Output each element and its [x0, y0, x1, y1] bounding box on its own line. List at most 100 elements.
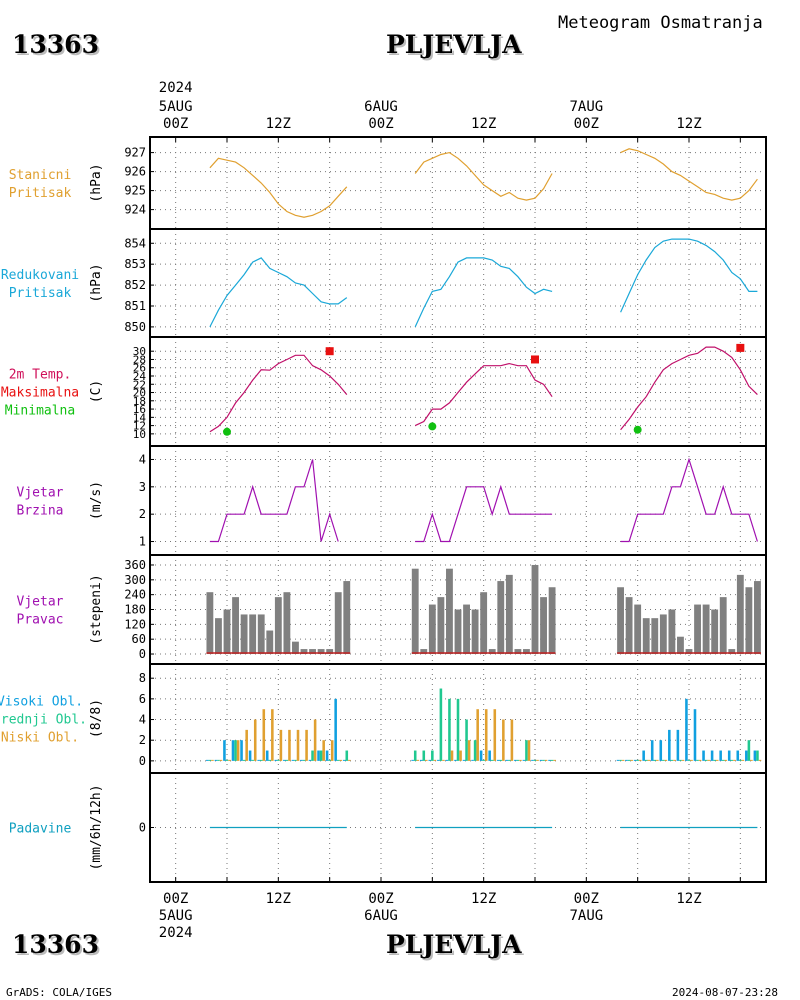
panel-frame — [149, 336, 767, 447]
panel-label: Pritisak — [9, 286, 72, 301]
cloud-bar — [756, 750, 759, 761]
bottom-time-label: 6AUG — [364, 908, 398, 924]
bottom-time-label: 00Z — [368, 891, 393, 907]
cloud-bar — [413, 750, 417, 761]
y-tick-label: 28 — [133, 353, 146, 366]
wind-direction-bar — [317, 649, 325, 655]
wind-direction-bar — [488, 649, 496, 655]
cloud-bar — [662, 759, 665, 761]
wind-direction-bar — [497, 581, 505, 655]
wind-speed-line — [209, 459, 339, 543]
cloud-bar — [656, 759, 659, 761]
cloud-bar — [664, 759, 668, 761]
top-time-label: 12Z — [676, 116, 701, 132]
y-tick-label: 240 — [124, 588, 146, 602]
wind-direction-bar — [471, 609, 479, 655]
cloud-bar — [702, 750, 705, 761]
temp-max-marker — [736, 343, 745, 352]
y-tick-label: 18 — [133, 395, 146, 408]
wind-direction-bar — [215, 618, 222, 655]
panel-label: Vjetar — [17, 595, 64, 610]
wind-direction-bar — [685, 649, 693, 655]
wind-direction-bar — [754, 581, 761, 655]
cloud-bar — [550, 759, 554, 761]
cloud-bar — [479, 750, 483, 761]
wind-direction-bar — [240, 614, 248, 655]
cloud-bar — [490, 759, 494, 761]
wind-direction-bar — [266, 630, 274, 655]
cloud-bar — [330, 740, 334, 761]
wind-direction-bar — [274, 597, 282, 655]
cloud-bar — [300, 759, 303, 761]
cloud-bar — [659, 740, 663, 761]
cloud-bar — [428, 759, 432, 761]
cloud-bar — [502, 719, 505, 761]
panel-label: Padavine — [9, 822, 72, 837]
wind-direction-bar — [437, 597, 445, 655]
bottom-time-label: 12Z — [266, 891, 291, 907]
cloud-bar — [462, 759, 466, 761]
cloud-bar — [445, 759, 449, 761]
cloud-bar — [317, 750, 320, 761]
cloud-bar — [240, 740, 243, 761]
cloud-bar — [525, 740, 528, 761]
cloud-bar — [638, 759, 642, 761]
cloud-bar — [644, 759, 648, 761]
grads-credit: GrADS: COLA/IGES — [6, 986, 112, 999]
unit-label: (mm/6h/12h) — [89, 784, 104, 870]
cloud-bar — [422, 750, 426, 761]
cloud-bar — [425, 759, 428, 761]
y-tick-label: 8 — [139, 671, 146, 685]
cloud-bar — [296, 729, 300, 761]
cloud-bar — [715, 759, 719, 761]
cloud-bar — [653, 759, 657, 761]
cloud-bar — [707, 759, 710, 761]
cloud-bar — [433, 759, 437, 761]
cloud-bar — [268, 759, 272, 761]
top-time-label: 00Z — [368, 116, 393, 132]
cloud-bar — [696, 759, 699, 761]
panel-label: Minimalna — [5, 404, 75, 419]
cloud-bar — [670, 759, 674, 761]
cloud-bar — [219, 759, 223, 761]
cloud-bar — [724, 759, 728, 761]
cloud-bar — [676, 729, 680, 761]
cloud-bar — [704, 759, 708, 761]
cloud-bar — [690, 759, 693, 761]
wind-direction-bar — [283, 592, 291, 655]
cloud-bar — [616, 759, 620, 761]
temp-min-marker — [223, 427, 231, 436]
cloud-bar — [625, 759, 628, 761]
panel-frame — [149, 228, 767, 338]
panel-frame — [149, 772, 767, 883]
cloud-bar — [745, 750, 748, 761]
wind-direction-bar — [326, 649, 334, 655]
wind-direction-bar — [719, 597, 727, 655]
cloud-bar — [262, 709, 266, 761]
wind-direction-bar — [428, 604, 436, 655]
temp-max-marker — [325, 347, 334, 356]
reduced-pressure-line — [620, 238, 758, 313]
temperature-line — [209, 354, 348, 433]
panel-label: Pritisak — [9, 186, 72, 201]
bottom-time-label: 12Z — [471, 891, 496, 907]
cloud-bar — [621, 759, 625, 761]
top-time-label: 5AUG — [159, 99, 193, 115]
cloud-bar — [217, 759, 220, 761]
y-tick-label: 10 — [133, 428, 146, 441]
unit-label: (8/8) — [89, 699, 104, 738]
wind-speed-line — [620, 457, 758, 543]
cloud-bar — [539, 759, 543, 761]
cloud-bar — [336, 759, 340, 761]
cloud-bar — [442, 759, 445, 761]
panel-label: Brzina — [17, 504, 64, 519]
cloud-bar — [234, 740, 237, 761]
y-tick-label: 180 — [124, 603, 146, 617]
y-tick-label: 20 — [133, 387, 146, 400]
panel-label: 2m Temp. — [9, 368, 72, 383]
cloud-bar — [437, 759, 440, 761]
temp-max-marker — [531, 355, 539, 364]
station-name-top: PLJEVLJA — [386, 30, 522, 59]
cloud-bar — [721, 759, 725, 761]
temperature-line — [620, 346, 758, 431]
